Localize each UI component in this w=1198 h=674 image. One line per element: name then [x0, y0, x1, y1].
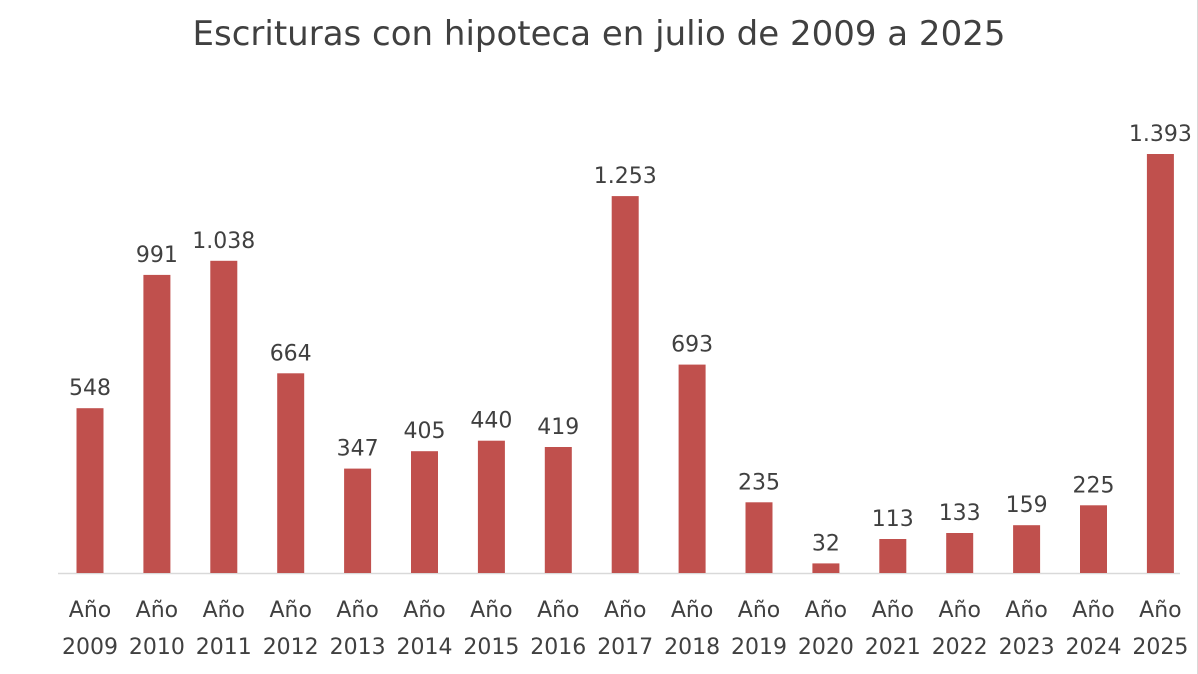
x-tick-label-line2: 2015	[463, 635, 519, 660]
data-label-2014: 405	[404, 419, 446, 444]
bar-2024	[1080, 505, 1107, 573]
data-label-2009: 548	[69, 376, 111, 401]
x-tick-label-line2: 2025	[1132, 635, 1188, 660]
x-tick-label-line1: Año	[537, 598, 579, 623]
bar-2025	[1146, 154, 1174, 573]
x-tick-label-line1: Año	[1072, 598, 1114, 623]
bar-2019	[745, 502, 773, 573]
data-label-2025: 1.393	[1129, 122, 1192, 147]
data-label-2019: 235	[738, 470, 780, 495]
x-tick-label-line2: 2016	[530, 635, 586, 660]
bar-2013	[344, 468, 372, 573]
bar-2014	[411, 451, 438, 573]
x-tick-label-line2: 2019	[731, 635, 787, 660]
bar-2011	[210, 260, 238, 573]
x-tick-label-line1: Año	[1005, 598, 1047, 623]
x-tick-label-line2: 2009	[62, 635, 118, 660]
data-label-2012: 664	[270, 341, 312, 366]
x-tick-label-line1: Año	[336, 598, 378, 623]
x-tick-label-line1: Año	[269, 598, 311, 623]
bar-2016	[544, 447, 572, 573]
data-label-2020: 32	[812, 531, 840, 556]
x-tick-label-line2: 2021	[865, 635, 921, 660]
bar-2010	[143, 274, 171, 573]
data-label-2021: 113	[872, 507, 914, 532]
x-tick-label-line1: Año	[872, 598, 914, 623]
bar-2017	[611, 196, 639, 573]
x-tick-label-line2: 2014	[397, 635, 453, 660]
chart-title: Escrituras con hipoteca en julio de 2009…	[192, 14, 1006, 54]
x-tick-label-line2: 2024	[1066, 635, 1122, 660]
data-label-2023: 159	[1006, 493, 1048, 518]
bar-2022	[946, 533, 974, 573]
x-tick-label-line1: Año	[671, 598, 713, 623]
bar-2018	[678, 364, 706, 573]
bar-2009	[76, 408, 104, 573]
data-label-2010: 991	[136, 243, 178, 268]
x-tick-label-line1: Año	[136, 598, 178, 623]
x-tick-label-line2: 2011	[196, 635, 252, 660]
x-tick-label-line1: Año	[470, 598, 512, 623]
data-label-2018: 693	[671, 333, 713, 358]
x-tick-label-line1: Año	[69, 598, 111, 623]
x-tick-label-line2: 2020	[798, 635, 854, 660]
x-tick-label-line1: Año	[203, 598, 245, 623]
x-tick-label-line1: Año	[738, 598, 780, 623]
data-label-2016: 419	[537, 415, 579, 440]
data-label-2017: 1.253	[594, 164, 657, 189]
x-tick-label-line2: 2022	[932, 635, 988, 660]
x-tick-label-line2: 2012	[263, 635, 319, 660]
x-tick-label-line1: Año	[1139, 598, 1181, 623]
x-tick-label-line2: 2023	[999, 635, 1055, 660]
data-label-2013: 347	[337, 437, 379, 462]
bar-2015	[477, 440, 505, 573]
x-tick-label-line1: Año	[604, 598, 646, 623]
bar-2023	[1013, 525, 1041, 573]
bar-2012	[277, 373, 305, 573]
data-label-2011: 1.038	[192, 229, 255, 254]
x-tick-label-line2: 2017	[597, 635, 653, 660]
bar-2020	[812, 563, 840, 573]
x-tick-label-line1: Año	[938, 598, 980, 623]
data-label-2015: 440	[470, 409, 512, 434]
x-tick-label-line2: 2010	[129, 635, 185, 660]
x-tick-label-line1: Año	[403, 598, 445, 623]
data-label-2024: 225	[1073, 473, 1115, 498]
x-tick-label-line2: 2013	[330, 635, 386, 660]
x-tick-label-line2: 2018	[664, 635, 720, 660]
bar-2021	[879, 539, 907, 573]
data-label-2022: 133	[939, 501, 981, 526]
x-tick-label-line1: Año	[805, 598, 847, 623]
